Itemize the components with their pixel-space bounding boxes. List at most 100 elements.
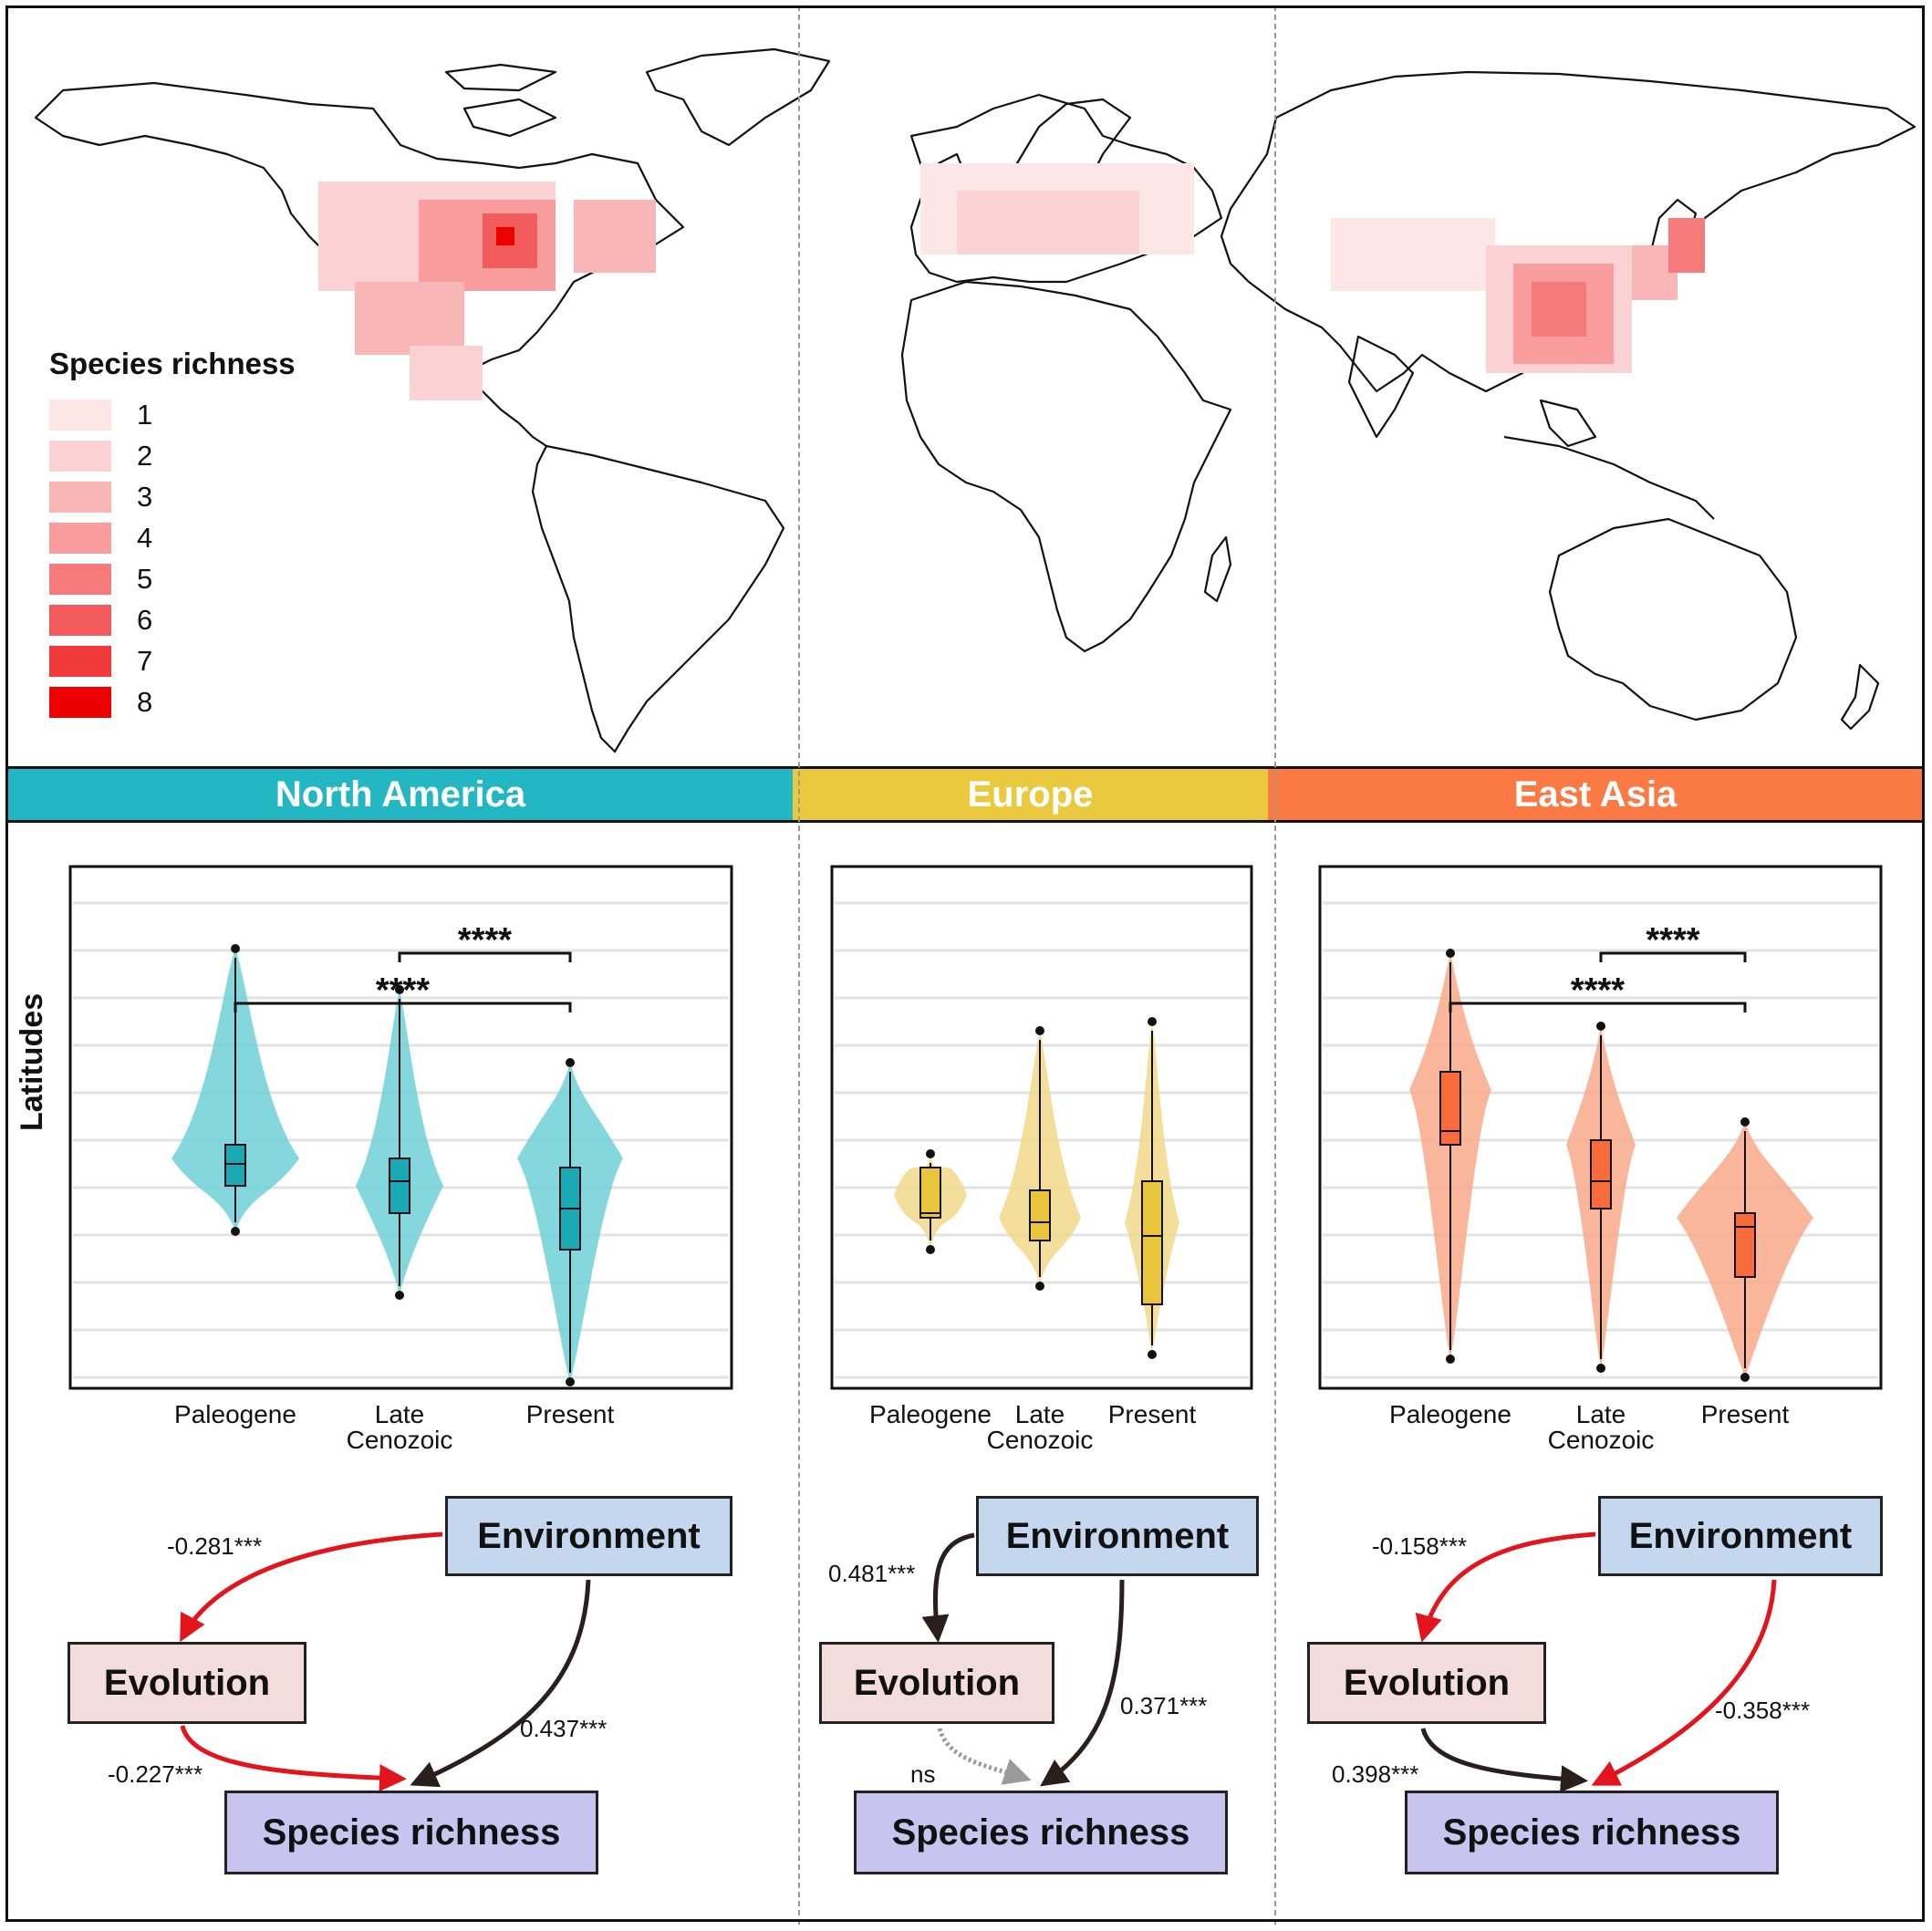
box	[389, 1158, 410, 1214]
sem-node-environment: Environment	[445, 1496, 732, 1576]
legend-label: 8	[137, 685, 153, 718]
richness-legend: Species richness 1 2 3 4 5 6 7 8	[49, 347, 296, 722]
x-tick-label: Late	[1576, 1400, 1626, 1428]
sem-path-arrow	[180, 1725, 407, 1792]
outlier-point	[566, 1058, 575, 1067]
outlier-point	[395, 1291, 404, 1300]
sem-node-richness: Species richness	[1405, 1791, 1779, 1874]
significance-bracket	[398, 951, 572, 962]
legend-rows: 1 2 3 4 5 6 7 8	[49, 394, 296, 722]
legend-label: 6	[137, 603, 153, 636]
outlier-point	[1035, 1026, 1044, 1035]
sem-arrows	[180, 1531, 1777, 1793]
sem-node-richness: Species richness	[224, 1791, 598, 1874]
region-bar-europe: Europe	[793, 766, 1268, 823]
x-tick-label: Paleogene	[869, 1400, 992, 1428]
sem-path-coefficient: 0.437***	[520, 1715, 608, 1742]
sem-path-coefficient: -0.358***	[1715, 1697, 1811, 1724]
sem-path-arrow	[921, 1532, 975, 1643]
significance-bracket	[234, 1002, 572, 1012]
sem-path-arrow	[1420, 1728, 1588, 1793]
sem-node-environment: Environment	[976, 1496, 1259, 1576]
sem-path-arrow	[410, 1579, 591, 1788]
sem-path-arrow	[180, 1531, 443, 1643]
legend-item: 3	[49, 476, 296, 517]
box	[1029, 1189, 1051, 1241]
outlier-point	[566, 1377, 575, 1386]
sem-path-coefficient: -0.158***	[1372, 1532, 1468, 1560]
north-america-outline	[34, 81, 685, 375]
outlier-point	[231, 1227, 240, 1236]
legend-label: 4	[137, 521, 153, 554]
x-tick-label: Paleogene	[1389, 1400, 1511, 1428]
legend-item: 8	[49, 681, 296, 722]
sem-node-evolution: Evolution	[1307, 1642, 1546, 1724]
box	[1734, 1212, 1756, 1278]
legend-swatch	[49, 399, 111, 431]
significance-label: ****	[376, 971, 430, 1010]
europe-outline	[909, 93, 1223, 284]
significance-label: ****	[458, 921, 512, 960]
x-tick-label: Present	[1108, 1400, 1197, 1428]
figure-frame	[5, 5, 1925, 1922]
sem-path-coefficient: -0.227***	[108, 1760, 203, 1788]
region-separator-1	[798, 5, 800, 1925]
outlier-point	[231, 944, 240, 953]
world-map	[34, 47, 1916, 753]
sem-path-coefficient: 0.371***	[1120, 1692, 1208, 1719]
outlier-point	[926, 1245, 935, 1254]
x-tick-label: Late	[1015, 1400, 1065, 1428]
legend-item: 2	[49, 435, 296, 476]
legend-swatch	[49, 522, 111, 554]
sem-path-coefficient: 0.481***	[828, 1560, 916, 1587]
legend-swatch	[49, 604, 111, 636]
significance-label: ****	[1646, 921, 1699, 960]
sem-node-environment: Environment	[1598, 1496, 1883, 1576]
legend-label: 5	[137, 562, 153, 595]
legend-item: 5	[49, 558, 296, 599]
box	[1590, 1139, 1612, 1209]
violin-plots: Paleogene LateCenozoicPresent********Pale…	[68, 865, 1883, 1454]
legend-swatch	[49, 563, 111, 595]
outlier-point	[1148, 1350, 1157, 1359]
significance-bracket	[1599, 951, 1747, 962]
region-separator-2	[1274, 5, 1276, 1925]
legend-label: 2	[137, 439, 153, 472]
legend-swatch	[49, 440, 111, 472]
legend-swatch	[49, 686, 111, 718]
outlier-point	[1740, 1117, 1750, 1126]
sem-path-coefficient: -0.281***	[167, 1532, 263, 1560]
x-tick-label: Cenozoic	[1548, 1426, 1655, 1454]
x-tick-label: Present	[526, 1400, 615, 1428]
legend-item: 4	[49, 517, 296, 558]
sem-node-richness: Species richness	[854, 1791, 1228, 1874]
region-label-east-asia: East Asia	[1513, 773, 1678, 815]
sem-path-coefficient: ns	[910, 1760, 936, 1788]
legend-item: 6	[49, 599, 296, 640]
south-america-outline	[531, 444, 785, 753]
outlier-point	[1035, 1282, 1044, 1291]
greenland-outline	[645, 47, 831, 147]
box	[224, 1144, 246, 1187]
region-label-north-america: North America	[275, 773, 526, 815]
sem-path-arrow	[1415, 1531, 1596, 1643]
region-bar-east-asia: East Asia	[1268, 766, 1923, 823]
x-tick-label: Present	[1701, 1400, 1790, 1428]
sem-path-arrow	[1591, 1579, 1777, 1786]
outlier-point	[1148, 1017, 1157, 1026]
box	[1439, 1071, 1461, 1146]
legend-label: 3	[137, 480, 153, 513]
outlier-point	[395, 985, 404, 994]
richness-cells	[318, 163, 1705, 400]
legend-swatch	[49, 481, 111, 513]
x-tick-label: Late	[375, 1400, 425, 1428]
sem-node-evolution: Evolution	[68, 1642, 306, 1724]
legend-label: 7	[137, 644, 153, 677]
outlier-point	[926, 1149, 935, 1158]
outlier-point	[1446, 1355, 1455, 1364]
outlier-point	[1446, 949, 1455, 958]
x-tick-label: Cenozoic	[987, 1426, 1094, 1454]
